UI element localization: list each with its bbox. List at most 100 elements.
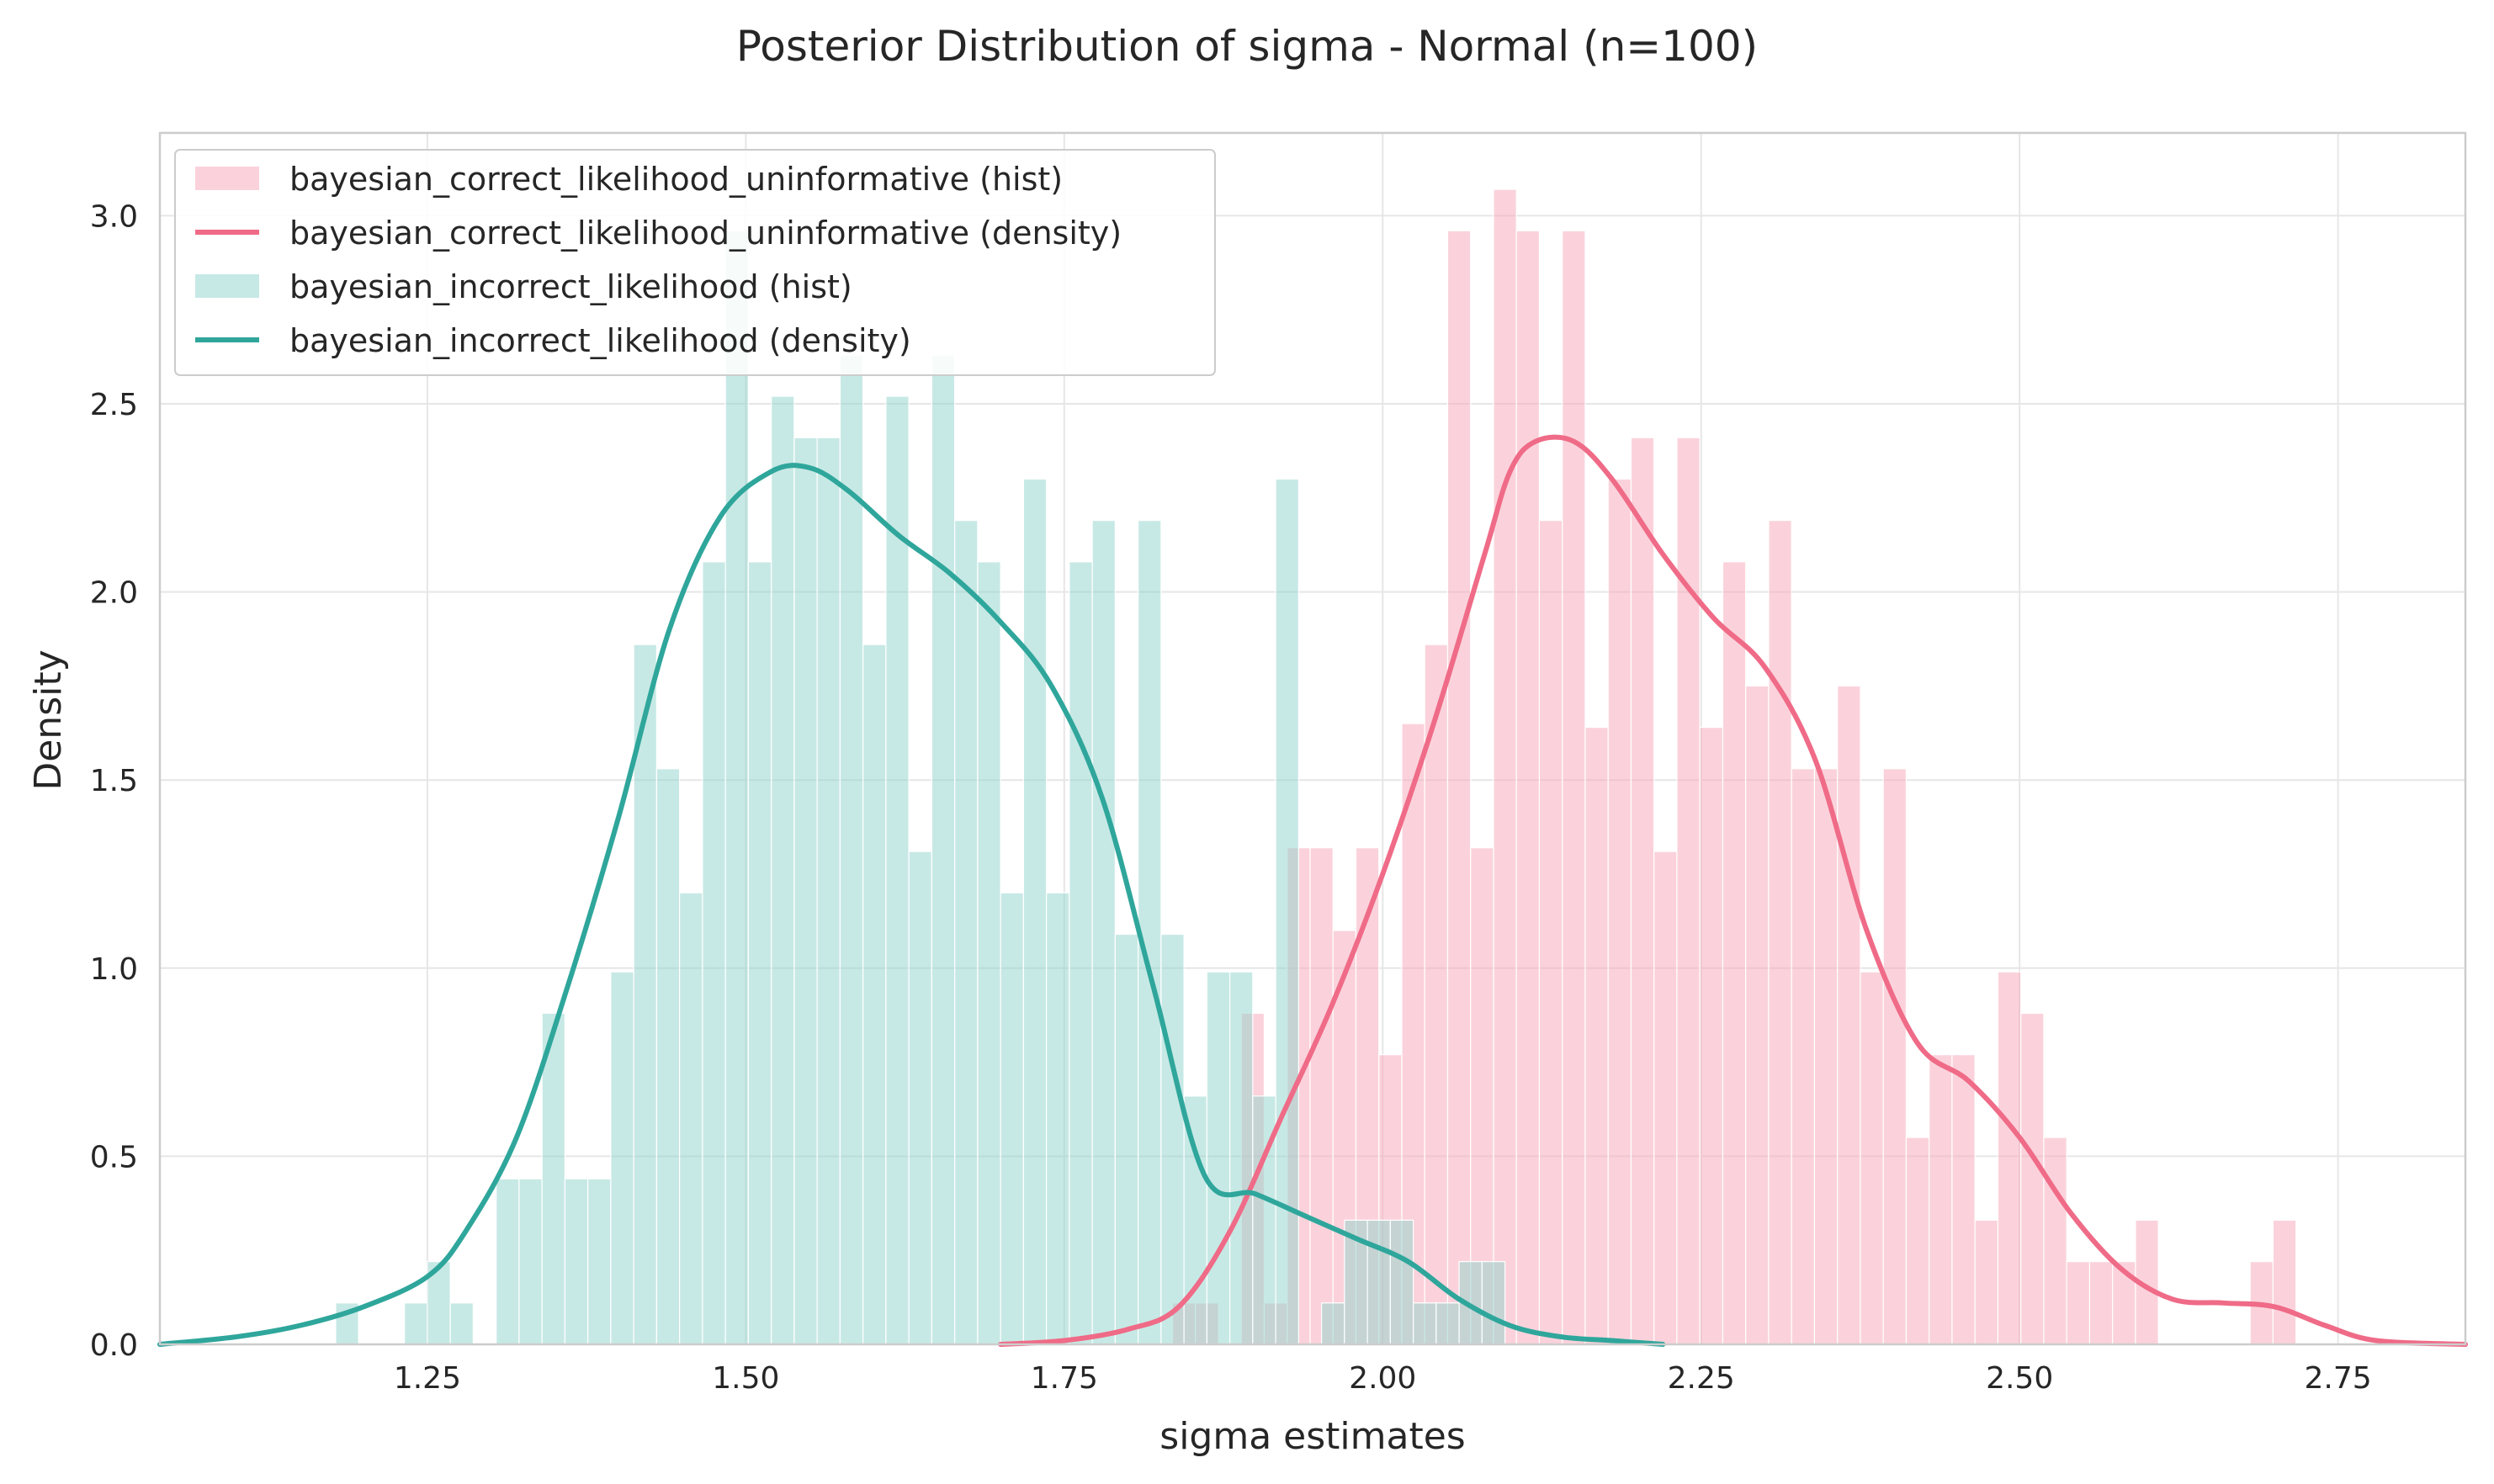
histogram-bar <box>518 1178 543 1345</box>
histogram-bar <box>1183 1095 1207 1345</box>
histogram-bar <box>655 768 681 1345</box>
legend-label: bayesian_incorrect_likelihood (density) <box>289 322 911 359</box>
x-tick-label: 1.50 <box>712 1361 779 1396</box>
histogram-bar <box>908 851 932 1345</box>
histogram-bar <box>610 971 634 1345</box>
legend-box <box>174 149 1216 376</box>
histogram-bar <box>1114 933 1139 1345</box>
histogram-bar <box>404 1302 428 1345</box>
y-tick-label: 0.0 <box>90 1328 138 1363</box>
histogram-bar <box>587 1178 612 1345</box>
histogram-bar <box>1424 644 1449 1345</box>
histogram-bar <box>1446 230 1472 1345</box>
x-tick-label: 2.25 <box>1668 1361 1735 1396</box>
histogram-bar <box>1699 726 1724 1345</box>
chart-title: Posterior Distribution of sigma - Normal… <box>736 22 1758 71</box>
histogram-bar <box>1974 1219 1999 1345</box>
histogram-bar <box>1630 437 1655 1345</box>
histogram-bar <box>747 561 772 1345</box>
histogram-bar <box>2066 1261 2091 1345</box>
y-tick-label: 0.5 <box>90 1140 138 1174</box>
histogram-bar <box>977 561 1001 1345</box>
plot-frame <box>158 131 2467 1346</box>
legend-label: bayesian_correct_likelihood_uninformativ… <box>289 215 1122 252</box>
y-tick-label: 1.5 <box>90 764 138 798</box>
histogram-bar <box>1069 561 1093 1345</box>
histogram-bar <box>1515 230 1541 1345</box>
histogram-bar <box>1091 520 1116 1345</box>
histogram-bar <box>1653 851 1678 1345</box>
density-curve <box>157 463 1666 1347</box>
histogram-bar <box>564 1178 589 1345</box>
histogram-bar <box>2043 1137 2067 1345</box>
density-curve <box>998 434 2468 1347</box>
histogram-bar <box>793 437 818 1345</box>
histogram-bar <box>2020 1012 2045 1345</box>
histogram-bar <box>1745 685 1770 1345</box>
x-axis-ticks: 1.25 1.50 1.75 2.00 2.25 2.50 2.75 <box>394 1361 2372 1396</box>
x-tick-label: 1.75 <box>1031 1361 1098 1396</box>
y-tick-label: 3.0 <box>90 199 138 234</box>
histogram-bar <box>954 520 979 1345</box>
histogram-bar <box>1538 520 1563 1345</box>
y-axis-ticks: 0.0 0.5 1.0 1.5 2.0 2.5 3.0 <box>90 199 138 1363</box>
x-tick-label: 2.00 <box>1349 1361 1416 1396</box>
histogram-bar <box>1562 230 1586 1345</box>
histogram-bar <box>1905 1137 1930 1345</box>
legend-label: bayesian_incorrect_likelihood (hist) <box>289 268 852 305</box>
histogram-bar <box>839 354 864 1345</box>
histogram-bar <box>1022 478 1048 1345</box>
histogram-bar <box>1837 685 1861 1345</box>
histogram-bar <box>1813 768 1839 1345</box>
histogram-bar <box>1951 1054 1976 1345</box>
histogram-bar <box>1309 847 1334 1345</box>
x-axis-label: sigma estimates <box>1159 1415 1465 1458</box>
histogram-bar <box>1389 1219 1414 1345</box>
legend-swatch <box>195 274 259 298</box>
histogram-bar <box>816 437 841 1345</box>
histogram-bar <box>1481 1261 1506 1345</box>
histogram-bar <box>1768 520 1792 1345</box>
histogram-bar <box>724 230 749 1345</box>
x-tick-label: 1.25 <box>394 1361 461 1396</box>
y-tick-label: 2.0 <box>90 576 138 611</box>
histogram-bar <box>2272 1219 2297 1345</box>
histogram-bar <box>1929 1054 1953 1345</box>
histogram-bar <box>1722 561 1747 1345</box>
histogram-bar <box>771 395 795 1345</box>
histogram-bar <box>702 561 726 1345</box>
histogram-bar <box>1160 933 1185 1345</box>
x-tick-label: 2.50 <box>1986 1361 2053 1396</box>
histogram-bar <box>1206 971 1231 1345</box>
y-axis-label: Density <box>27 649 70 790</box>
y-tick-label: 1.0 <box>90 952 138 987</box>
histogram-bar <box>1882 768 1908 1345</box>
histogram-bar <box>862 644 887 1345</box>
histogram-bar <box>1320 1302 1345 1345</box>
legend-label: bayesian_correct_likelihood_uninformativ… <box>289 161 1063 198</box>
histogram-bar <box>1229 971 1254 1345</box>
density-curves <box>157 434 2468 1347</box>
histogram-bar <box>633 644 657 1345</box>
histogram-bar <box>931 354 956 1345</box>
histogram-bar <box>1366 1219 1391 1345</box>
legend: bayesian_correct_likelihood_uninformativ… <box>174 149 1216 376</box>
histogram-bar <box>1860 971 1884 1345</box>
histogram-bar <box>496 1178 520 1345</box>
legend-swatch <box>195 167 259 190</box>
histogram-bar <box>1493 188 1517 1345</box>
histogram-bar <box>885 395 910 1345</box>
histogram-bar <box>1000 892 1024 1345</box>
histogram-bar <box>1584 726 1609 1345</box>
x-tick-label: 2.75 <box>2305 1361 2372 1396</box>
histogram-bar <box>1275 478 1299 1345</box>
histogram-bar <box>1607 478 1632 1345</box>
histogram-bar <box>1435 1302 1460 1345</box>
histogram-bar <box>449 1302 474 1345</box>
histogram-bar <box>1997 971 2022 1345</box>
histogram-bar <box>1046 892 1070 1345</box>
histogram-bar <box>1791 768 1816 1345</box>
histogram-bar <box>1412 1302 1437 1345</box>
histogram-bar <box>679 892 703 1345</box>
